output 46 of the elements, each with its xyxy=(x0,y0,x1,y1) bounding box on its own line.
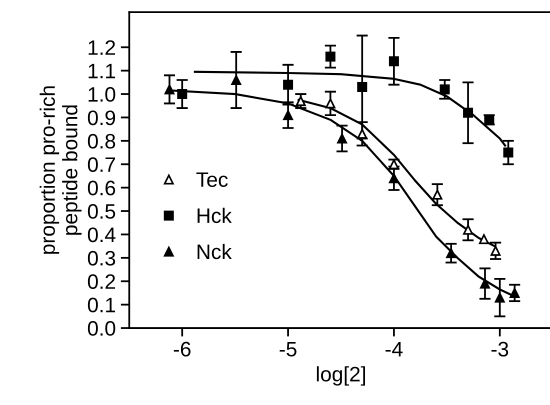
x-tick-label: -6 xyxy=(174,342,191,357)
y-tick-label: 1.2 xyxy=(88,40,116,55)
point xyxy=(231,75,242,86)
point xyxy=(177,89,188,100)
point xyxy=(357,82,368,92)
y-tick-label: 1.0 xyxy=(88,87,116,102)
x-tick-label: -5 xyxy=(280,342,296,357)
point xyxy=(325,52,336,62)
y-tick-label: 0.4 xyxy=(88,227,116,242)
point xyxy=(503,148,514,158)
point xyxy=(283,110,294,120)
point xyxy=(510,288,520,298)
point xyxy=(283,80,294,90)
y-tick-label: 0.1 xyxy=(88,298,116,312)
y-tick-label: 0.8 xyxy=(88,134,116,149)
y-tick-label: 0.6 xyxy=(88,180,116,196)
point xyxy=(296,96,306,106)
legend-label: Hck xyxy=(198,208,232,224)
y-tick-label: 0.2 xyxy=(88,274,116,290)
y-tick-label: 1.1 xyxy=(88,64,116,78)
y-tick-label: 0.3 xyxy=(88,250,116,266)
point xyxy=(432,190,442,200)
point xyxy=(494,292,505,303)
y-tick-label: 0.7 xyxy=(88,157,116,172)
x-axis-title: log[2] xyxy=(316,366,365,386)
point xyxy=(446,248,456,258)
point xyxy=(357,128,368,139)
point xyxy=(388,56,399,66)
point xyxy=(388,173,399,184)
legend-label: Nck xyxy=(198,244,232,260)
point xyxy=(463,224,474,235)
point xyxy=(337,134,348,144)
y-tick-label: 0.5 xyxy=(88,204,116,219)
point xyxy=(478,234,489,244)
x-tick-label: -3 xyxy=(491,342,508,357)
point xyxy=(490,246,501,256)
y-tick-label: 0.9 xyxy=(88,110,116,126)
legend-label: Tec xyxy=(196,172,228,187)
y-axis-title: proportion pro-rich peptide bound xyxy=(40,86,82,254)
x-tick-label: -4 xyxy=(386,342,403,356)
point xyxy=(480,278,490,289)
point xyxy=(164,84,174,94)
point xyxy=(440,84,450,94)
y-tick-label: 0.0 xyxy=(88,321,116,336)
point xyxy=(463,108,474,118)
point xyxy=(325,98,336,108)
